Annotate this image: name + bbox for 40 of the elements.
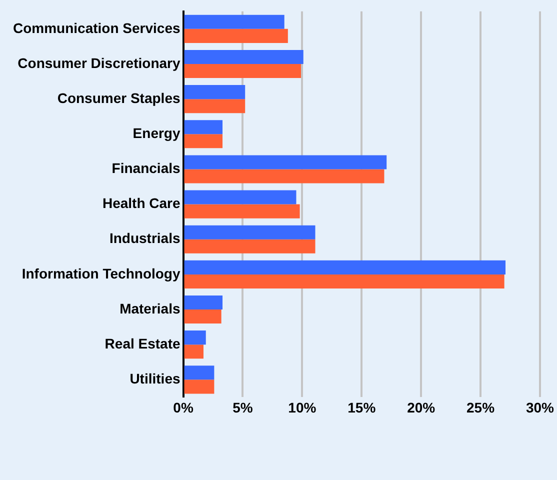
bar [184,28,288,43]
bar [184,239,316,254]
bar [184,50,304,64]
bar [184,169,384,184]
bar [184,344,204,359]
bar [184,204,300,218]
y-tick-label: Consumer Staples [57,90,180,106]
bar [184,85,246,100]
bar [184,14,284,29]
bar [184,225,316,240]
bar [184,190,296,204]
x-tick-label: 5% [232,399,254,416]
bar [184,120,223,134]
bar [184,155,387,170]
y-tick-label: Health Care [102,195,180,212]
bar [184,295,223,310]
bar [184,366,214,380]
y-tick-label: Consumer Discretionary [18,54,180,71]
y-tick-label: Industrials [109,230,180,246]
y-tick-label: Materials [120,300,180,316]
x-tick-label: 15% [348,399,376,416]
x-tick-label: 10% [288,399,317,416]
y-tick-label: Communication Services [12,20,180,36]
y-tick-label: Information Technology [22,265,180,282]
bar [184,260,506,274]
bar [184,134,223,148]
x-tick-label: 20% [407,399,436,416]
y-tick-label: Financials [112,160,180,176]
y-tick-label: Utilities [130,370,180,387]
y-tick-label: Energy [132,125,180,142]
bar [184,310,222,324]
x-tick-label: 0% [173,399,194,416]
x-tick-label: 30% [526,399,555,416]
x-tick-label: 25% [466,399,496,416]
bar [184,274,504,288]
y-tick-label: Real Estate [104,335,180,352]
bar [184,64,301,78]
bar [184,330,206,345]
bar [184,380,214,394]
bar [184,99,246,114]
